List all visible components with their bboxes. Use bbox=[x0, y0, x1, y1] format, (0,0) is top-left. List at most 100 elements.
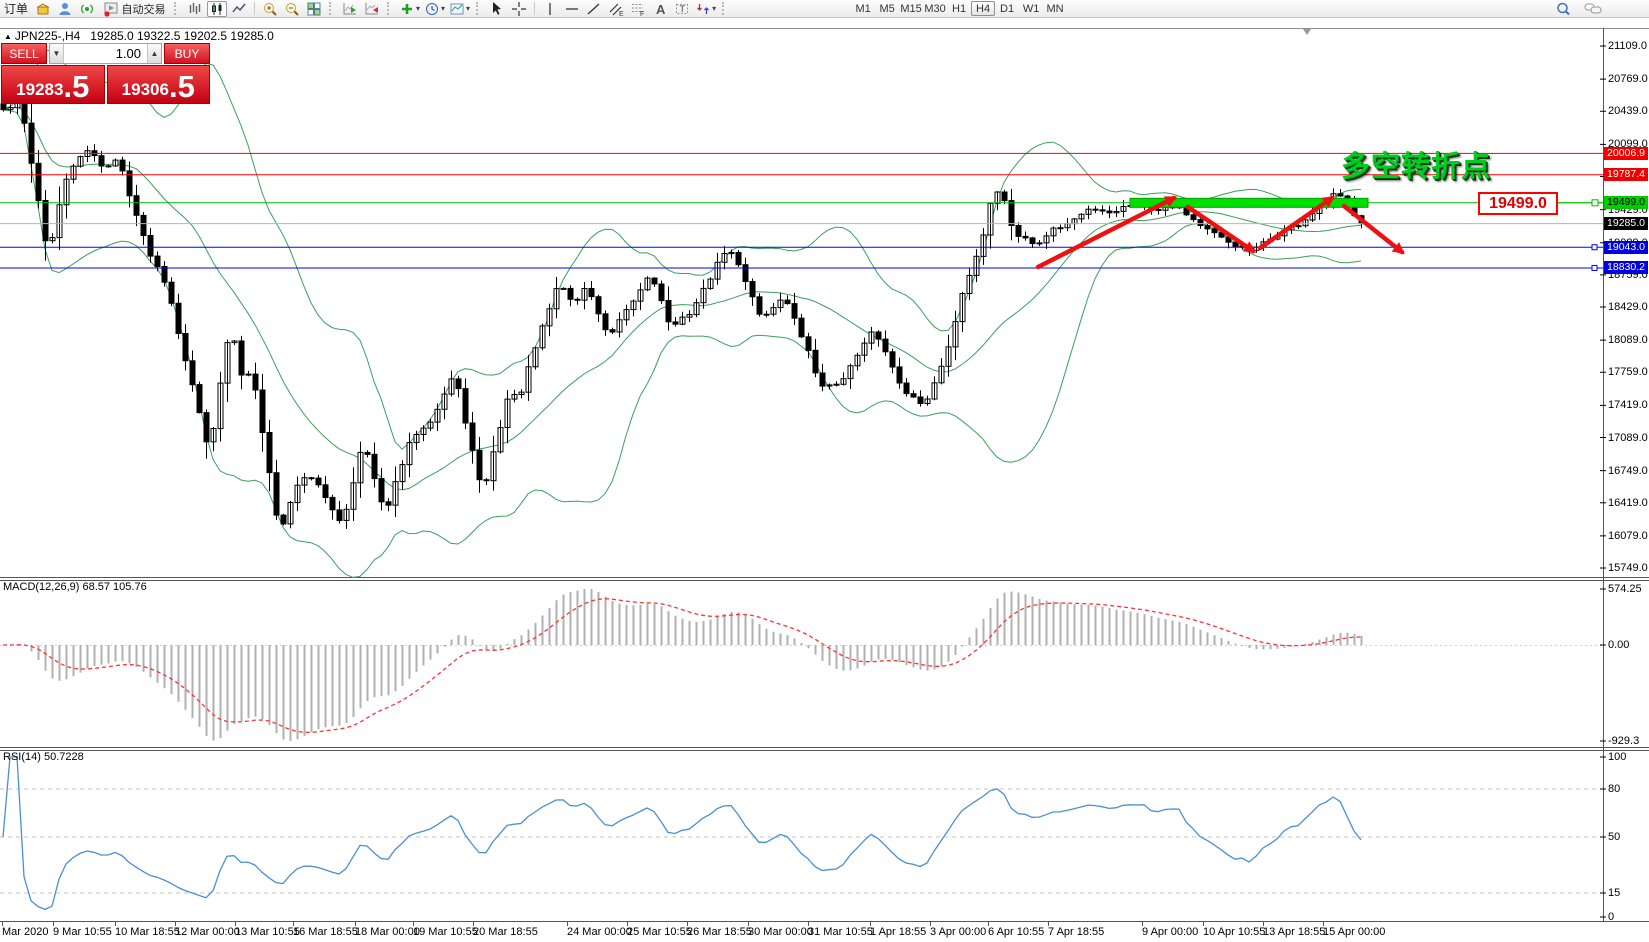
price-line-badge: 18830.2 bbox=[1604, 261, 1648, 274]
new-order-icon[interactable] bbox=[33, 1, 53, 17]
price-tick-label: 15749.0 bbox=[1608, 562, 1648, 574]
timeframe-button-h4[interactable]: H4 bbox=[971, 1, 996, 16]
macd-axis-label: 0.00 bbox=[1608, 639, 1630, 651]
cursor-icon[interactable] bbox=[487, 1, 507, 17]
time-axis-label: 15 Apr 00:00 bbox=[1323, 926, 1386, 938]
time-axis-label: 18 Mar 00:00 bbox=[355, 926, 420, 938]
crosshair-icon[interactable] bbox=[509, 1, 529, 17]
price-line-badge: 20006.9 bbox=[1604, 147, 1648, 160]
resistance-highlight-bar[interactable] bbox=[1129, 197, 1369, 208]
line-handle[interactable] bbox=[1591, 244, 1598, 251]
toolbar-grip bbox=[329, 2, 335, 15]
toolbar-grip bbox=[387, 2, 393, 15]
tile-windows-icon[interactable] bbox=[304, 1, 324, 17]
periods-icon[interactable]: ▾ bbox=[423, 1, 446, 17]
trendline-icon[interactable] bbox=[584, 1, 604, 17]
price-tick-label: 16419.0 bbox=[1608, 497, 1648, 509]
buy-price-box[interactable]: 19306.5 bbox=[106, 65, 210, 104]
rsi-axis-label: 80 bbox=[1608, 783, 1621, 795]
autotrading-button[interactable]: 自动交易 bbox=[99, 1, 169, 17]
buy-button[interactable]: BUY bbox=[164, 43, 210, 64]
volume-stepper[interactable]: ▼ 1.00 ▲ bbox=[49, 43, 162, 64]
toolbar-grip bbox=[722, 2, 728, 15]
time-axis-label: 10 Apr 10:55 bbox=[1203, 926, 1266, 938]
time-axis-label: 20 Mar 18:55 bbox=[473, 926, 538, 938]
rsi-axis-label: 100 bbox=[1608, 751, 1627, 763]
fibonacci-icon[interactable]: F bbox=[628, 1, 648, 17]
chart-symbol: JPN225-,H4 bbox=[14, 29, 81, 43]
volume-decrease-button[interactable]: ▼ bbox=[50, 44, 64, 63]
chart-shift-icon[interactable] bbox=[362, 1, 382, 17]
timeframe-button-h1[interactable]: H1 bbox=[952, 2, 967, 15]
callout-handle[interactable] bbox=[1591, 199, 1599, 207]
sell-price-box[interactable]: 19283.5 bbox=[1, 65, 105, 104]
signals-icon[interactable] bbox=[77, 1, 97, 17]
one-click-trading-panel: SELL ▼ 1.00 ▲ BUY 19283.5 19306.5 bbox=[1, 43, 210, 104]
timeframe-button-m5[interactable]: M5 bbox=[879, 2, 895, 15]
price-tick-label: 18089.0 bbox=[1608, 334, 1648, 346]
time-axis-label: 1 Apr 18:55 bbox=[870, 926, 927, 938]
price-tick-label: 20439.0 bbox=[1608, 105, 1648, 117]
timeframe-button-m15[interactable]: M15 bbox=[900, 2, 922, 15]
toolbar-separator bbox=[254, 2, 256, 15]
sell-price-frac: .5 bbox=[63, 69, 90, 104]
price-line-badge: 19043.0 bbox=[1604, 241, 1648, 254]
price-tick-label: 17089.0 bbox=[1608, 432, 1648, 444]
price-callout-label[interactable]: 19499.0 bbox=[1478, 192, 1558, 215]
bar-chart-icon[interactable] bbox=[185, 1, 205, 17]
line-chart-icon[interactable] bbox=[229, 1, 249, 17]
vertical-line-icon[interactable] bbox=[540, 1, 560, 17]
timeframe-button-d1[interactable]: D1 bbox=[1000, 2, 1015, 15]
autotrading-label: 自动交易 bbox=[121, 3, 166, 16]
time-axis-label: 24 Mar 00:00 bbox=[567, 926, 632, 938]
price-line-badge: 19499.0 bbox=[1604, 196, 1648, 209]
horizontal-line-icon[interactable] bbox=[562, 1, 582, 17]
search-icon[interactable] bbox=[1553, 1, 1573, 17]
templates-icon[interactable]: ▾ bbox=[448, 1, 471, 17]
buy-price-int: 19306 bbox=[121, 80, 169, 99]
price-tick-label: 16749.0 bbox=[1608, 465, 1648, 477]
turning-point-annotation[interactable]: 多空转折点 bbox=[1341, 151, 1492, 183]
timeframe-button-m30[interactable]: M30 bbox=[924, 2, 946, 15]
price-line-badge: 19787.4 bbox=[1604, 168, 1648, 181]
zoom-in-icon[interactable] bbox=[260, 1, 280, 17]
volume-value[interactable]: 1.00 bbox=[115, 46, 141, 61]
timeframe-button-m1[interactable]: M1 bbox=[855, 2, 871, 15]
text-label-icon[interactable]: T bbox=[672, 1, 692, 17]
zoom-out-icon[interactable] bbox=[282, 1, 302, 17]
line-handle[interactable] bbox=[1591, 264, 1598, 271]
text-icon[interactable]: A bbox=[650, 1, 670, 17]
auto-scroll-icon[interactable] bbox=[340, 1, 360, 17]
time-axis-label: 9 Apr 00:00 bbox=[1142, 926, 1199, 938]
rsi-indicator-label: RSI(14) 50.7228 bbox=[3, 751, 84, 763]
macd-indicator-label: MACD(12,26,9) 68.57 105.76 bbox=[3, 581, 147, 593]
macd-axis-label: 574.25 bbox=[1608, 583, 1642, 595]
price-tick-label: 17759.0 bbox=[1608, 366, 1648, 378]
time-axis-label: 9 Mar 10:55 bbox=[53, 926, 112, 938]
volume-increase-button[interactable]: ▲ bbox=[147, 44, 161, 63]
candlestick-chart-icon[interactable] bbox=[207, 0, 228, 17]
svg-text:A: A bbox=[656, 2, 666, 17]
rsi-axis-label: 15 bbox=[1608, 887, 1621, 899]
equidistant-channel-icon[interactable]: E bbox=[606, 1, 626, 17]
rsi-line bbox=[2, 756, 1362, 911]
macd-axis-label: -929.3 bbox=[1608, 735, 1640, 747]
toolbar-separator bbox=[534, 2, 536, 15]
time-axis-label: 19 Mar 10:55 bbox=[413, 926, 478, 938]
chat-icon[interactable] bbox=[1583, 1, 1603, 17]
indicators-icon[interactable]: ▾ bbox=[398, 1, 421, 17]
trend-arrows[interactable] bbox=[1035, 195, 1405, 270]
price-tick-label: 21109.0 bbox=[1608, 40, 1647, 52]
arrows-icon[interactable]: ▾ bbox=[694, 1, 717, 17]
rsi-axis-label: 50 bbox=[1608, 831, 1621, 843]
time-axis-label: 10 Mar 18:55 bbox=[115, 926, 180, 938]
timeframe-toolbar: M1 M5 M15 M30 H1 H4 D1 W1 MN bbox=[851, 1, 1067, 16]
symbol-arrow-icon: ▲ bbox=[4, 32, 12, 41]
macd-histogram bbox=[9, 589, 1363, 741]
new-order-button[interactable]: 订单 bbox=[4, 2, 29, 16]
market-watch-icon[interactable] bbox=[55, 1, 75, 17]
sell-button[interactable]: SELL bbox=[1, 43, 47, 64]
timeframe-button-mn[interactable]: MN bbox=[1046, 2, 1064, 15]
timeframe-button-w1[interactable]: W1 bbox=[1022, 2, 1040, 15]
